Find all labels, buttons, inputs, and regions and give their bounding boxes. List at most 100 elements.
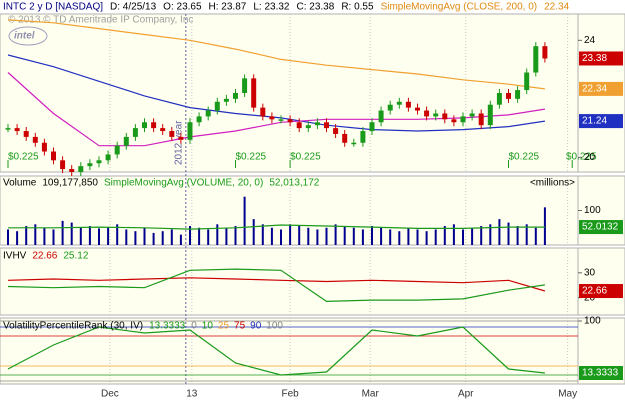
candle-body — [478, 113, 484, 126]
volume-bar — [116, 224, 119, 245]
x-tick-label: 13 — [186, 389, 198, 400]
candle-body — [515, 90, 521, 99]
volume-bar — [234, 226, 237, 245]
volume-bar — [507, 222, 510, 245]
volume-bar — [125, 229, 128, 245]
panel-header: IVHV — [3, 251, 27, 262]
volume-bar — [434, 229, 437, 245]
x-tick-label: Apr — [458, 389, 474, 400]
candle-body — [351, 142, 357, 145]
last-value-box — [579, 81, 623, 96]
dividend-label: $0.225 — [509, 152, 540, 163]
volume-bar — [462, 229, 464, 245]
volume-bar — [407, 227, 410, 245]
candle-body — [205, 110, 211, 117]
x-tick-label: May — [558, 389, 577, 400]
last-value-box — [579, 114, 623, 129]
volume-bar — [207, 229, 210, 245]
volume-bar — [143, 227, 146, 245]
volume-bar — [489, 224, 492, 245]
candle-body — [51, 151, 56, 161]
candle-body — [469, 113, 475, 117]
last-value-box — [579, 51, 623, 66]
volume-bar — [25, 226, 28, 245]
candle-body — [415, 107, 420, 111]
candle-body — [32, 136, 38, 143]
last-value-box — [579, 284, 623, 299]
y-tick-label: 100 — [584, 316, 601, 327]
candle-body — [360, 131, 366, 143]
volume-bar — [361, 229, 364, 245]
candle-body — [5, 128, 11, 130]
candle-body — [132, 128, 138, 137]
candle-body — [333, 128, 339, 134]
volume-bar — [216, 224, 219, 245]
header-field: O: 23.65 — [163, 2, 202, 13]
candle-body — [442, 113, 448, 120]
last-value-label: 52.0132 — [582, 222, 619, 233]
logo: intel — [14, 31, 35, 42]
study-line — [7, 19, 545, 90]
volume-bar — [316, 229, 319, 245]
candle-body — [496, 93, 502, 105]
last-value-label: 21.24 — [582, 116, 607, 127]
volume-bar — [516, 226, 519, 245]
candle-body — [278, 119, 284, 121]
candle-body — [396, 101, 402, 105]
candle-body — [378, 110, 384, 123]
last-value-label: 23.38 — [582, 53, 607, 64]
candle-body — [269, 116, 275, 120]
axis-bg — [577, 247, 625, 316]
volume-bar — [252, 219, 255, 245]
candle-body — [242, 78, 248, 93]
volume-bar — [243, 196, 246, 245]
volume-bar — [480, 226, 483, 245]
panel-legend-value: 22.66 — [32, 251, 57, 262]
panel-bg — [0, 317, 579, 385]
last-value-label: 22.66 — [582, 286, 607, 297]
logo-ring — [8, 26, 48, 46]
candle-body — [41, 142, 47, 152]
candle-body — [296, 122, 302, 129]
last-value-label: 22.34 — [582, 84, 607, 95]
level-legend: 100 — [266, 321, 283, 332]
header-field: C: 23.38 — [297, 2, 335, 13]
candle-body — [451, 119, 457, 123]
header-field: 22.34 — [544, 2, 569, 13]
level-legend: 90 — [250, 321, 262, 332]
candle-body — [214, 101, 220, 111]
candle-body — [251, 78, 257, 108]
study-line — [8, 224, 545, 230]
candle-body — [187, 122, 193, 140]
volume-bar — [443, 226, 446, 245]
volume-bar — [343, 226, 346, 245]
volume-bar — [334, 224, 337, 245]
header-field: H: 23.87 — [209, 2, 247, 13]
volume-bar — [52, 229, 55, 245]
dividend-label: $0.225 — [236, 152, 267, 163]
volume-bar — [525, 224, 528, 245]
candle-body — [14, 128, 20, 132]
volume-bar — [352, 227, 355, 245]
volume-bar — [371, 226, 373, 245]
candle-body — [324, 122, 329, 129]
candle-body — [78, 166, 84, 172]
y-tick-label: 100 — [584, 205, 601, 216]
candle-body — [314, 122, 320, 126]
volume-bar — [88, 226, 91, 245]
dividend-label: $0.225 — [290, 152, 321, 163]
volume-bar — [43, 227, 46, 245]
year-label: 2012 year — [173, 120, 184, 165]
volume-bar — [107, 227, 110, 245]
candle-body — [23, 131, 29, 137]
level-legend: 0 — [191, 321, 197, 332]
candle-body — [260, 107, 266, 117]
level-legend: 25 — [218, 321, 230, 332]
candle-body — [96, 160, 102, 164]
study-line — [7, 326, 545, 376]
x-tick-label: Mar — [362, 389, 380, 400]
header-field: D: 4/25/13 — [110, 2, 157, 13]
candle-body — [524, 72, 530, 91]
candle-body — [305, 125, 311, 129]
